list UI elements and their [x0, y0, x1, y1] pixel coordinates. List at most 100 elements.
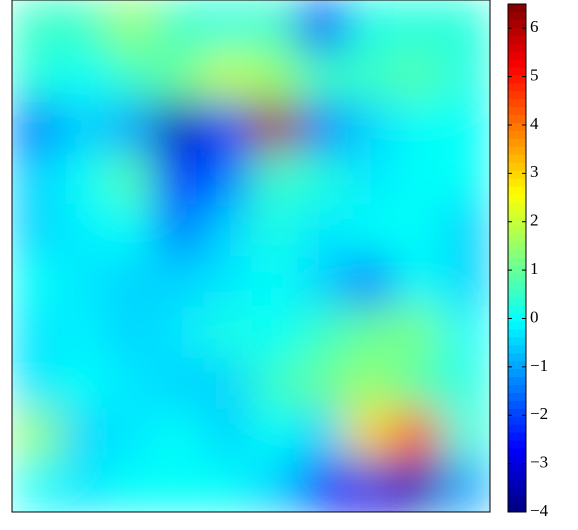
contour-cell	[250, 255, 300, 308]
colorbar-step	[508, 131, 526, 140]
colorbar-step	[508, 210, 526, 219]
contour-cell	[12, 460, 61, 512]
colorbar-step	[508, 258, 526, 267]
contour-cell	[154, 357, 204, 411]
contour-cell	[250, 460, 300, 512]
colorbar-step	[508, 377, 526, 386]
contour-cell	[154, 101, 204, 155]
contour-cell	[441, 460, 490, 512]
colorbar: −4 −3 −2 −1 0 1 2 3 4 5 6	[507, 3, 549, 520]
contour-cell	[298, 255, 348, 308]
contour-cell	[59, 460, 109, 512]
contour-cell	[393, 204, 443, 257]
contour-cell	[346, 460, 395, 512]
contour-cell	[441, 409, 490, 462]
contour-cell	[202, 0, 252, 52]
colorbar-tick-label: −3	[530, 453, 548, 472]
colorbar-step	[508, 432, 526, 442]
colorbar-frame	[507, 3, 527, 513]
contour-cell	[441, 357, 490, 411]
contour-cell	[107, 153, 156, 206]
contour-cell	[298, 460, 348, 512]
colorbar-step	[508, 194, 526, 203]
contour-cell	[298, 101, 348, 155]
contour-cell	[107, 204, 156, 257]
colorbar-tick-label: 2	[530, 211, 539, 230]
contour-cell	[298, 0, 348, 52]
colorbar-step	[508, 154, 526, 164]
colorbar-step	[508, 170, 526, 180]
contour-cell	[250, 204, 300, 257]
colorbar-step	[508, 369, 526, 378]
colorbar-step	[508, 392, 526, 402]
colorbar-step	[508, 321, 526, 330]
contour-cell	[12, 409, 61, 462]
contour-cell	[59, 204, 109, 257]
colorbar-step	[508, 83, 526, 92]
contour-cell	[298, 153, 348, 206]
contour-cell	[250, 0, 300, 52]
colorbar-step	[508, 75, 526, 84]
colorbar-tick-label: 6	[530, 17, 539, 36]
contour-cell	[59, 357, 109, 411]
colorbar-step	[508, 464, 526, 473]
contour-cell	[441, 50, 490, 103]
colorbar-step	[508, 273, 526, 283]
contour-cell	[250, 101, 300, 155]
contour-cell	[393, 409, 443, 462]
contour-cell	[393, 460, 443, 512]
contour-cell	[154, 460, 204, 512]
colorbar-step	[508, 123, 526, 132]
contour-cell	[59, 255, 109, 308]
colorbar-step	[508, 202, 526, 211]
colorbar-step	[508, 305, 526, 315]
contour-cell	[441, 255, 490, 308]
contour-cell	[441, 101, 490, 155]
colorbar-step	[508, 178, 526, 188]
colorbar-tick-label: −1	[530, 356, 548, 375]
colorbar-step	[508, 226, 526, 235]
contour-cell	[12, 255, 61, 308]
colorbar-step	[508, 27, 526, 37]
colorbar-step	[508, 440, 526, 449]
colorbar-step	[508, 448, 526, 457]
colorbar-step	[508, 218, 526, 227]
contour-cell	[202, 101, 252, 155]
contour-cell	[154, 50, 204, 103]
colorbar-step	[508, 11, 526, 21]
colorbar-step	[508, 480, 526, 489]
contour-cell	[250, 50, 300, 103]
contour-cell	[346, 255, 395, 308]
contour-cell	[59, 101, 109, 155]
colorbar-step	[508, 138, 526, 148]
colorbar-step	[508, 337, 526, 346]
contour-cell	[298, 204, 348, 257]
colorbar-step	[508, 146, 526, 156]
contour-cell	[154, 409, 204, 462]
colorbar-step	[508, 107, 526, 116]
contour-cell	[346, 409, 395, 462]
contour-cell	[202, 204, 252, 257]
plot-area	[12, 0, 490, 512]
colorbar-step	[508, 51, 526, 61]
colorbar-step	[508, 115, 526, 124]
contour-cell	[202, 409, 252, 462]
contour-cell	[393, 50, 443, 103]
contour-field	[12, 0, 490, 512]
contour-cell	[107, 255, 156, 308]
colorbar-step	[508, 361, 526, 370]
contour-cell	[393, 153, 443, 206]
colorbar-step	[508, 59, 526, 68]
colorbar-step	[508, 234, 526, 243]
contour-cell	[59, 409, 109, 462]
contour-cell	[154, 255, 204, 308]
contour-cell	[12, 101, 61, 155]
contour-cell	[298, 50, 348, 103]
contour-cell	[12, 357, 61, 411]
contour-cell	[12, 153, 61, 206]
contour-cell	[441, 204, 490, 257]
contour-cell	[107, 50, 156, 103]
contour-cell	[441, 0, 490, 52]
contour-cell	[393, 0, 443, 52]
colorbar-tick-label: 4	[530, 114, 539, 133]
